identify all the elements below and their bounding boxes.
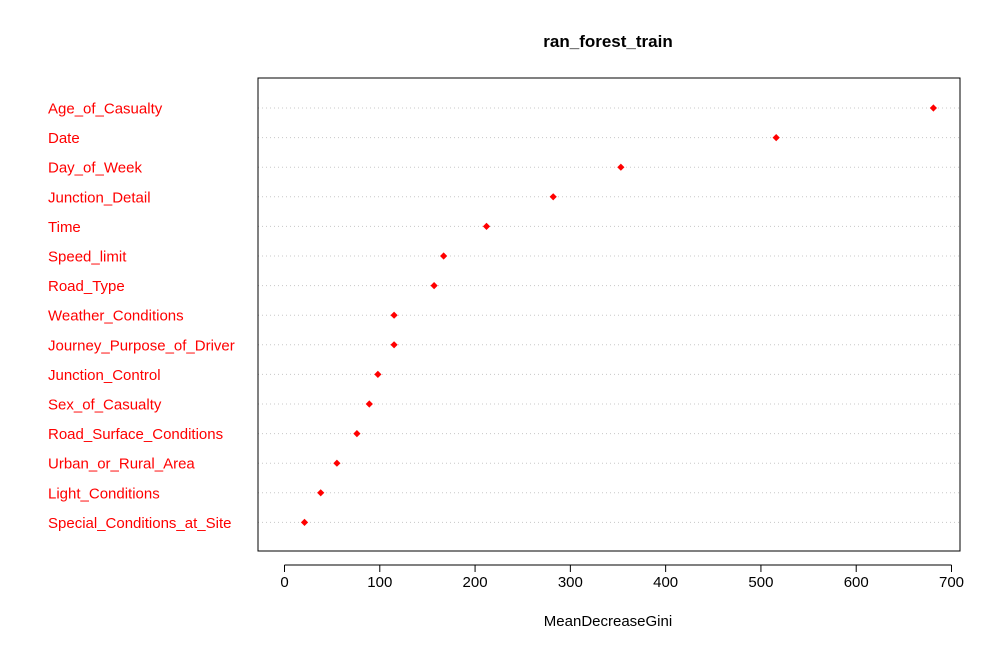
data-point xyxy=(353,430,361,438)
data-point xyxy=(333,459,341,467)
data-point xyxy=(390,341,398,349)
data-point xyxy=(549,193,557,201)
x-tick-label: 100 xyxy=(367,574,392,591)
category-label: Speed_limit xyxy=(48,249,127,266)
data-point xyxy=(430,282,438,290)
data-point xyxy=(929,104,937,112)
category-label: Light_Conditions xyxy=(48,485,160,502)
data-point xyxy=(300,518,309,526)
category-label: Day_of_Week xyxy=(48,160,142,177)
data-point xyxy=(772,134,780,142)
category-label: Junction_Control xyxy=(48,367,161,384)
plot-frame xyxy=(257,77,961,552)
data-point xyxy=(482,222,491,230)
x-tick-label: 300 xyxy=(558,574,583,591)
x-axis-label: MeanDecreaseGini xyxy=(544,613,672,630)
x-tick-label: 200 xyxy=(463,574,488,591)
category-label: Sex_of_Casualty xyxy=(48,397,162,414)
x-tick-label: 700 xyxy=(939,574,964,591)
x-tick-label: 500 xyxy=(748,574,773,591)
category-label: Journey_Purpose_of_Driver xyxy=(48,337,235,354)
x-tick-label: 400 xyxy=(653,574,678,591)
data-point xyxy=(374,370,382,378)
data-point xyxy=(365,400,373,408)
x-tick-label: 0 xyxy=(280,574,288,591)
data-point xyxy=(617,163,625,171)
category-label: Junction_Detail xyxy=(48,189,151,206)
category-label: Road_Surface_Conditions xyxy=(48,426,223,443)
x-axis: 0 100 200 300 400 500 600 700 xyxy=(280,564,964,591)
x-tick-label: 600 xyxy=(844,574,869,591)
category-label: Date xyxy=(48,130,80,147)
category-label: Special_Conditions_at_Site xyxy=(48,515,231,532)
chart-title: ran_forest_train xyxy=(543,32,672,51)
data-points xyxy=(300,104,937,526)
category-labels: Age_of_Casualty Date Day_of_Week Junction_D… xyxy=(48,101,235,532)
category-label: Road_Type xyxy=(48,278,125,295)
category-label: Time xyxy=(48,219,81,236)
data-point xyxy=(390,311,398,319)
grid-lines xyxy=(258,107,960,523)
category-label: Urban_or_Rural_Area xyxy=(48,456,195,473)
data-point xyxy=(440,252,448,260)
data-point xyxy=(317,489,325,497)
category-label: Weather_Conditions xyxy=(48,308,184,325)
category-label: Age_of_Casualty xyxy=(48,101,163,118)
